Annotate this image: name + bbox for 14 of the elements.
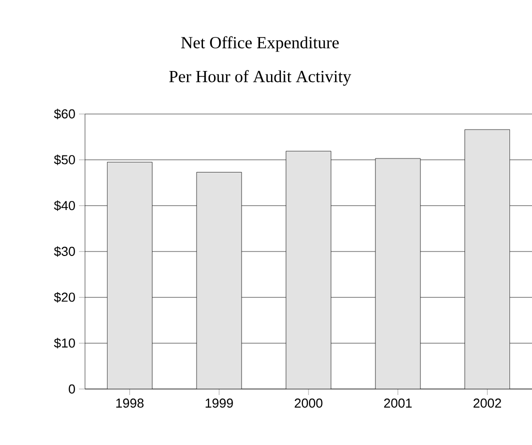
y-tick-label: $30 [54, 246, 75, 257]
y-tick-label: $60 [54, 108, 75, 120]
x-tick-label: 1999 [206, 398, 233, 408]
x-tick-label: 2002 [474, 398, 502, 408]
chart-title: Net Office Expenditure [181, 36, 339, 52]
x-tick-label: 2000 [294, 398, 322, 408]
x-tick-label: 2001 [384, 398, 412, 408]
x-tick-label: 1998 [116, 398, 144, 408]
chart-subtitle: Per Hour of Audit Activity [169, 70, 352, 86]
y-tick-label: $10 [54, 338, 75, 348]
y-tick-label: $50 [54, 154, 75, 166]
y-tick-label: $40 [54, 200, 75, 211]
y-tick-label: $20 [54, 292, 75, 303]
y-tick-label: 0 [68, 384, 75, 394]
